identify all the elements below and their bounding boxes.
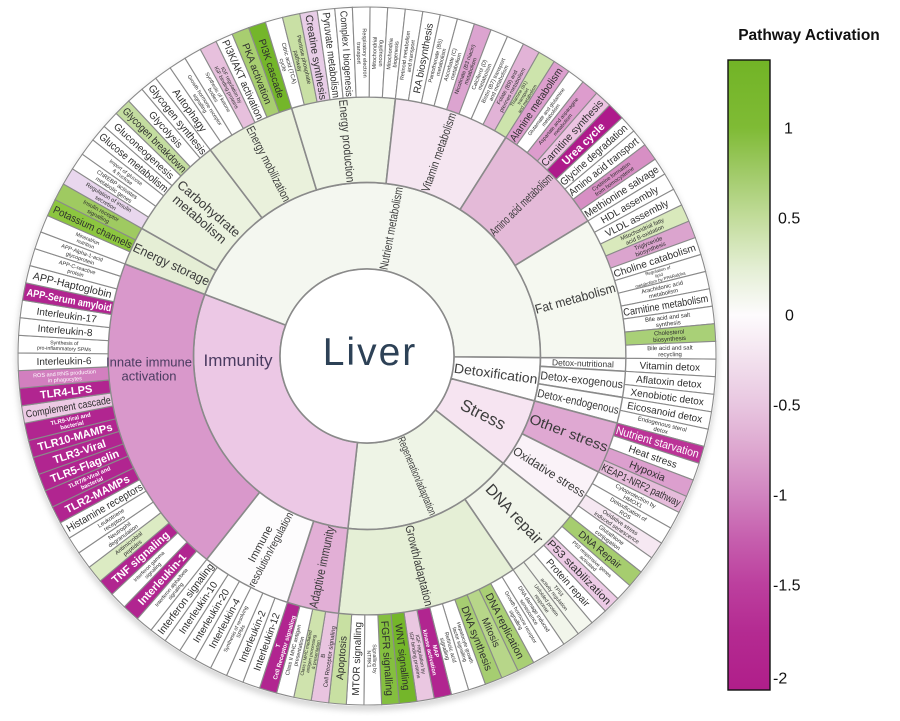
svg-text:Interleukin-8: Interleukin-8 [37,324,93,340]
svg-text:Vitamin detox: Vitamin detox [639,361,700,374]
svg-text:ROS and RNS productionin phago: ROS and RNS productionin phagocytes [33,369,97,385]
svg-text:0: 0 [785,308,794,325]
svg-text:-0.5: -0.5 [773,398,801,415]
svg-text:Mitochondriabiogenesis: Mitochondriabiogenesis [386,37,401,70]
svg-text:Respiratory electrontransport: Respiratory electrontransport [355,28,368,77]
svg-text:MTOR signalling: MTOR signalling [351,622,365,696]
svg-text:-1.5: -1.5 [773,578,801,595]
svg-text:Interleukin-6: Interleukin-6 [36,356,92,368]
svg-text:FGFR signalling: FGFR signalling [378,620,395,696]
svg-text:Immunity: Immunity [204,351,273,370]
svg-text:1: 1 [784,121,793,138]
svg-text:Liver: Liver [323,331,418,374]
svg-text:Cholesterolbiosynthesis: Cholesterolbiosynthesis [652,329,686,344]
svg-text:Pathway Activation: Pathway Activation [738,27,880,44]
svg-text:Mitochondrialuncoupling: Mitochondrialuncoupling [372,37,385,70]
svg-text:0.5: 0.5 [778,211,800,228]
svg-text:Apoptosis: Apoptosis [335,636,350,681]
svg-text:Signalling byNTRK1: Signalling byNTRK1 [365,644,377,674]
svg-text:Synthesis ofpro-inflammatory S: Synthesis ofpro-inflammatory SPMs [37,340,92,353]
svg-text:-2: -2 [773,671,787,688]
svg-text:Detox-nutritional: Detox-nutritional [552,357,614,369]
svg-text:Bile acid and saltsynthesis: Bile acid and saltsynthesis [645,313,692,331]
svg-text:Bile acid and saltrecycling: Bile acid and saltrecycling [647,345,693,358]
svg-text:-1: -1 [773,488,787,505]
